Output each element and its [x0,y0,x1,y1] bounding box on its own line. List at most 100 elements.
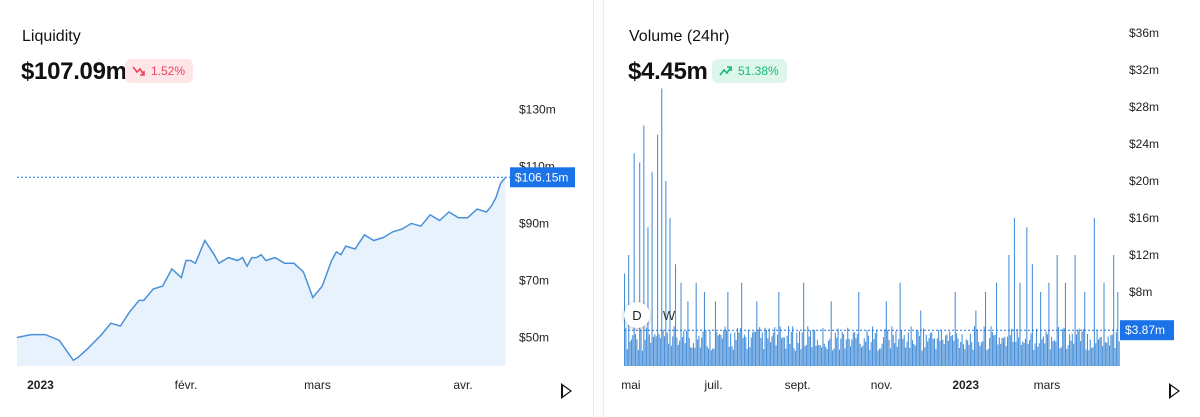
volume-bar [1062,328,1064,366]
volume-chart[interactable]: $4m$8m$12m$16m$20m$24m$28m$32m$36mmaijui… [604,0,1200,417]
volume-bar [1058,326,1060,366]
volume-bar [884,329,886,366]
volume-bar [681,337,683,366]
volume-bar [935,348,937,366]
volume-bar [652,336,655,366]
volume-bar [881,343,883,366]
volume-bar [687,301,689,366]
volume-bar [695,282,697,366]
volume-bar [1093,218,1095,366]
y-tick-label: $8m [1129,285,1152,299]
volume-bar [976,329,978,366]
volume-bar [1016,328,1018,366]
x-tick-label: juil. [704,378,723,392]
volume-bar [734,332,736,366]
volume-bar [723,330,725,366]
x-tick-label: sept. [785,378,811,392]
volume-bar [1002,338,1004,366]
volume-bar [876,330,878,366]
volume-bar [924,347,926,366]
volume-bar [776,334,779,366]
volume-play-button[interactable] [1169,383,1180,399]
volume-bar [694,347,696,366]
volume-bar [749,347,751,366]
volume-bar [889,348,891,366]
volume-bar [1056,255,1058,366]
volume-bar [931,332,933,366]
volume-bar [771,336,773,366]
volume-bar [958,347,960,366]
volume-bar [1084,292,1086,366]
volume-bar [697,339,699,366]
liquidity-play-button[interactable] [561,383,572,399]
y-tick-label: $20m [1129,174,1159,188]
volume-bar [688,337,690,366]
current-value-tag [1120,320,1174,341]
volume-bar [646,327,648,366]
volume-bar [1103,282,1105,366]
volume-bar [775,345,777,366]
volume-bar [728,346,730,366]
volume-bar [1035,328,1038,366]
volume-bar [920,310,922,366]
volume-bar [997,344,999,366]
volume-bar [719,333,721,366]
volume-bar [950,335,952,366]
volume-bar [701,337,703,366]
volume-bar [750,337,752,366]
volume-bar [732,349,734,366]
volume-bar [954,292,956,366]
volume-bar [708,348,710,366]
volume-bar [811,347,813,366]
liquidity-card: Liquidity $107.09m 1.52% $50m $70m $90m $11… [0,0,594,417]
volume-bar [1033,349,1035,366]
volume-bar [1059,348,1061,366]
volume-bar [1114,347,1116,366]
volume-bar [888,339,890,366]
volume-bar [1008,255,1010,366]
volume-bar [768,328,770,366]
volume-bar [1064,282,1066,366]
volume-bar [883,337,885,366]
y-tick-label: $70m [519,273,549,287]
weekly-toggle[interactable]: W [662,307,676,323]
volume-bar [922,328,925,366]
y-tick-label: $12m [1129,248,1159,262]
volume-bar [630,339,632,366]
liquidity-line [16,177,506,362]
volume-bar [1001,337,1003,366]
volume-bar [714,301,717,366]
volume-bar [807,326,809,366]
volume-bar [965,339,967,366]
volume-bar [877,350,879,366]
volume-bar [1007,336,1009,366]
volume-bar [947,340,949,366]
x-tick-label: févr. [175,378,198,392]
volume-bar [872,326,874,366]
volume-bar [841,332,843,366]
volume-bar [1015,341,1017,366]
volume-bar [905,347,907,366]
volume-bar [996,282,998,366]
daily-toggle[interactable]: D [624,302,650,328]
volume-bar [783,337,785,366]
volume-bar [855,338,857,366]
volume-bar [1030,333,1032,366]
volume-bar [672,336,674,366]
volume-bar [916,330,918,366]
volume-bar [843,334,845,366]
volume-bar [869,350,871,366]
volume-bar [962,344,965,366]
volume-bar [818,345,820,366]
volume-bar [998,337,1000,366]
volume-bar [721,338,723,366]
volume-bar [662,329,664,366]
volume-bar [951,335,953,366]
volume-bar [894,343,896,366]
volume-bar [986,350,988,366]
volume-bar [815,345,817,366]
volume-bar [982,341,984,366]
volume-bar [845,339,847,366]
volume-bar [1018,337,1020,366]
